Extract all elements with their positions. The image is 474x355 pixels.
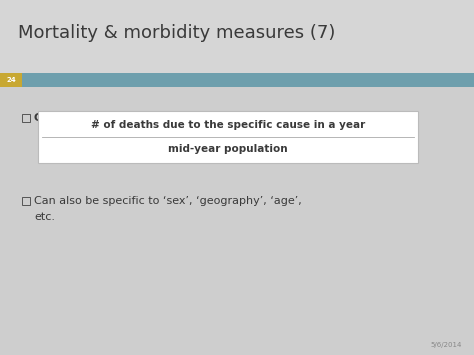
Text: Mortality & morbidity measures (7): Mortality & morbidity measures (7): [18, 24, 336, 42]
FancyBboxPatch shape: [0, 73, 474, 87]
Text: 5/6/2014: 5/6/2014: [430, 342, 462, 348]
Text: Cause-specific mortality rate:: Cause-specific mortality rate:: [34, 113, 219, 123]
Text: etc.: etc.: [34, 212, 55, 222]
FancyBboxPatch shape: [0, 0, 474, 75]
Text: mid-year population: mid-year population: [168, 144, 288, 154]
Text: # of deaths due to the specific cause in a year: # of deaths due to the specific cause in…: [91, 120, 365, 130]
FancyBboxPatch shape: [0, 73, 22, 87]
Text: 24: 24: [6, 77, 16, 83]
FancyBboxPatch shape: [38, 111, 418, 163]
Text: Can also be specific to ‘sex’, ‘geography’, ‘age’,: Can also be specific to ‘sex’, ‘geograph…: [34, 196, 302, 206]
